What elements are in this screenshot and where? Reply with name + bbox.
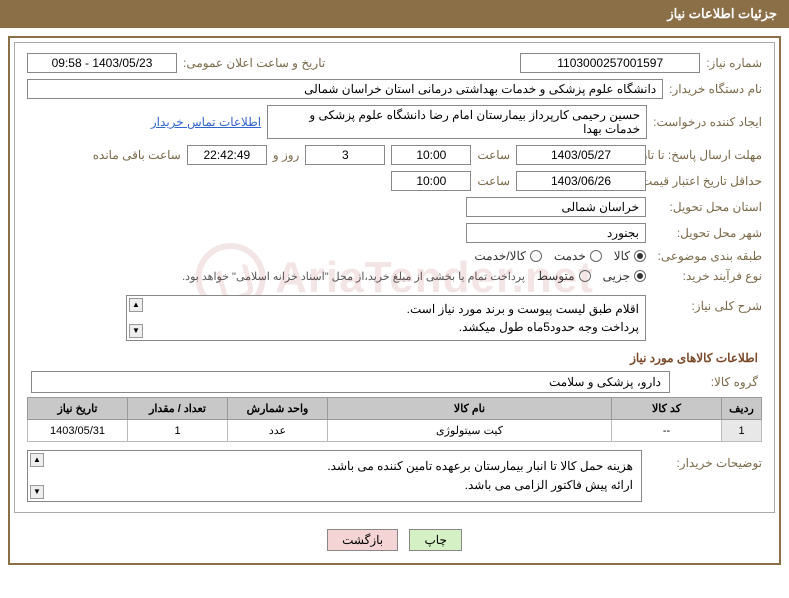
table-row: 1 -- کیت سیتولوژی عدد 1 1403/05/31 xyxy=(28,420,762,442)
td-idx: 1 xyxy=(722,420,762,442)
scroll-down-icon-2[interactable]: ▼ xyxy=(30,485,44,499)
desc-label: شرح کلی نیاز: xyxy=(652,295,762,313)
row-description: شرح کلی نیاز: اقلام طبق لیست پیوست و برن… xyxy=(27,295,762,341)
category-radio-group: کالا خدمت کالا/خدمت xyxy=(474,249,646,263)
group-value: دارو، پزشکی و سلامت xyxy=(31,371,670,393)
scroll-down-icon[interactable]: ▼ xyxy=(129,324,143,338)
radio-goods[interactable] xyxy=(634,250,646,262)
td-unit: عدد xyxy=(228,420,328,442)
buyer-note-1: هزینه حمل کالا تا انبار بیمارستان برعهده… xyxy=(48,457,633,476)
row-buyer-notes: توضیحات خریدار: هزینه حمل کالا تا انبار … xyxy=(27,450,762,502)
need-no-label: شماره نیاز: xyxy=(706,56,762,70)
days-label: روز و xyxy=(273,148,300,162)
goods-table: ردیف کد کالا نام کالا واحد شمارش تعداد /… xyxy=(27,397,762,442)
buttons-row: چاپ بازگشت xyxy=(14,521,775,559)
row-need-number: شماره نیاز: 1103000257001597 تاریخ و ساع… xyxy=(27,53,762,73)
process-label: نوع فرآیند خرید: xyxy=(652,269,762,283)
requester-label: ایجاد کننده درخواست: xyxy=(653,115,762,129)
deadline-date: 1403/05/27 xyxy=(516,145,646,165)
row-requester: ایجاد کننده درخواست: حسین رحیمی کارپرداز… xyxy=(27,105,762,139)
desc-textarea[interactable]: اقلام طبق لیست پیوست و برند مورد نیاز اس… xyxy=(126,295,646,341)
th-idx: ردیف xyxy=(722,398,762,420)
deadline-time: 10:00 xyxy=(391,145,471,165)
td-date: 1403/05/31 xyxy=(28,420,128,442)
announce-label: تاریخ و ساعت اعلان عمومی: xyxy=(183,56,325,70)
buyer-note-2: ارائه پیش فاکتور الزامی می باشد. xyxy=(48,476,633,495)
city-value: بجنورد xyxy=(466,223,646,243)
th-name: نام کالا xyxy=(328,398,612,420)
validity-time: 10:00 xyxy=(391,171,471,191)
td-code: -- xyxy=(612,420,722,442)
page-header: جزئیات اطلاعات نیاز xyxy=(0,0,789,28)
th-date: تاریخ نیاز xyxy=(28,398,128,420)
deadline-label: مهلت ارسال پاسخ: تا تاریخ: xyxy=(652,148,762,162)
province-label: استان محل تحویل: xyxy=(652,200,762,214)
row-process: نوع فرآیند خرید: جزیی متوسط پرداخت تمام … xyxy=(27,269,762,283)
process-note: پرداخت تمام یا بخشی از مبلغ خرید،از محل … xyxy=(182,270,525,283)
row-validity: حداقل تاریخ اعتبار قیمت: تا تاریخ: 1403/… xyxy=(27,171,762,191)
radio-both[interactable] xyxy=(530,250,542,262)
need-no-value: 1103000257001597 xyxy=(520,53,700,73)
desc-line-1: اقلام طبق لیست پیوست و برند مورد نیاز اس… xyxy=(147,300,639,318)
scroll-up-icon[interactable]: ▲ xyxy=(129,298,143,312)
process-radio-group: جزیی متوسط xyxy=(537,269,646,283)
row-group: گروه کالا: دارو، پزشکی و سلامت xyxy=(31,371,758,393)
contact-link[interactable]: اطلاعات تماس خریدار xyxy=(151,115,261,129)
row-city: شهر محل تحویل: بجنورد xyxy=(27,223,762,243)
th-unit: واحد شمارش xyxy=(228,398,328,420)
main-panel: AriaTender.net شماره نیاز: 1103000257001… xyxy=(14,42,775,513)
announce-value: 1403/05/23 - 09:58 xyxy=(27,53,177,73)
td-name: کیت سیتولوژی xyxy=(328,420,612,442)
row-category: طبقه بندی موضوعی: کالا خدمت کالا/خدمت xyxy=(27,249,762,263)
group-label: گروه کالا: xyxy=(678,375,758,389)
scroll-arrows: ▲ ▼ xyxy=(129,298,143,338)
table-header-row: ردیف کد کالا نام کالا واحد شمارش تعداد /… xyxy=(28,398,762,420)
goods-info-title: اطلاعات کالاهای مورد نیاز xyxy=(31,351,758,365)
requester-value: حسین رحیمی کارپرداز بیمارستان امام رضا د… xyxy=(267,105,647,139)
desc-line-2: پرداخت وجه حدود5ماه طول میکشد. xyxy=(147,318,639,336)
th-code: کد کالا xyxy=(612,398,722,420)
print-button[interactable]: چاپ xyxy=(409,529,461,551)
city-label: شهر محل تحویل: xyxy=(652,226,762,240)
time-label-1: ساعت xyxy=(477,148,510,162)
radio-small[interactable] xyxy=(634,270,646,282)
validity-label: حداقل تاریخ اعتبار قیمت: تا تاریخ: xyxy=(652,174,762,188)
buyer-org-label: نام دستگاه خریدار: xyxy=(669,82,762,96)
category-label: طبقه بندی موضوعی: xyxy=(652,249,762,263)
remain-label: ساعت باقی مانده xyxy=(93,148,181,162)
countdown: 22:42:49 xyxy=(187,145,267,165)
row-buyer-org: نام دستگاه خریدار: دانشگاه علوم پزشکی و … xyxy=(27,79,762,99)
validity-date: 1403/06/26 xyxy=(516,171,646,191)
days-remaining: 3 xyxy=(305,145,385,165)
page-title: جزئیات اطلاعات نیاز xyxy=(667,6,777,21)
row-province: استان محل تحویل: خراسان شمالی xyxy=(27,197,762,217)
row-deadline: مهلت ارسال پاسخ: تا تاریخ: 1403/05/27 سا… xyxy=(27,145,762,165)
th-qty: تعداد / مقدار xyxy=(128,398,228,420)
time-label-2: ساعت xyxy=(477,174,510,188)
scroll-up-icon-2[interactable]: ▲ xyxy=(30,453,44,467)
content-wrap: AriaTender.net شماره نیاز: 1103000257001… xyxy=(8,36,781,565)
buyer-notes-box[interactable]: هزینه حمل کالا تا انبار بیمارستان برعهده… xyxy=(27,450,642,502)
back-button[interactable]: بازگشت xyxy=(327,529,398,551)
buyer-notes-label: توضیحات خریدار: xyxy=(652,450,762,470)
radio-medium[interactable] xyxy=(579,270,591,282)
province-value: خراسان شمالی xyxy=(466,197,646,217)
scroll-arrows-2: ▲ ▼ xyxy=(30,453,44,499)
buyer-org-value: دانشگاه علوم پزشکی و خدمات بهداشتی درمان… xyxy=(27,79,663,99)
radio-service[interactable] xyxy=(590,250,602,262)
td-qty: 1 xyxy=(128,420,228,442)
